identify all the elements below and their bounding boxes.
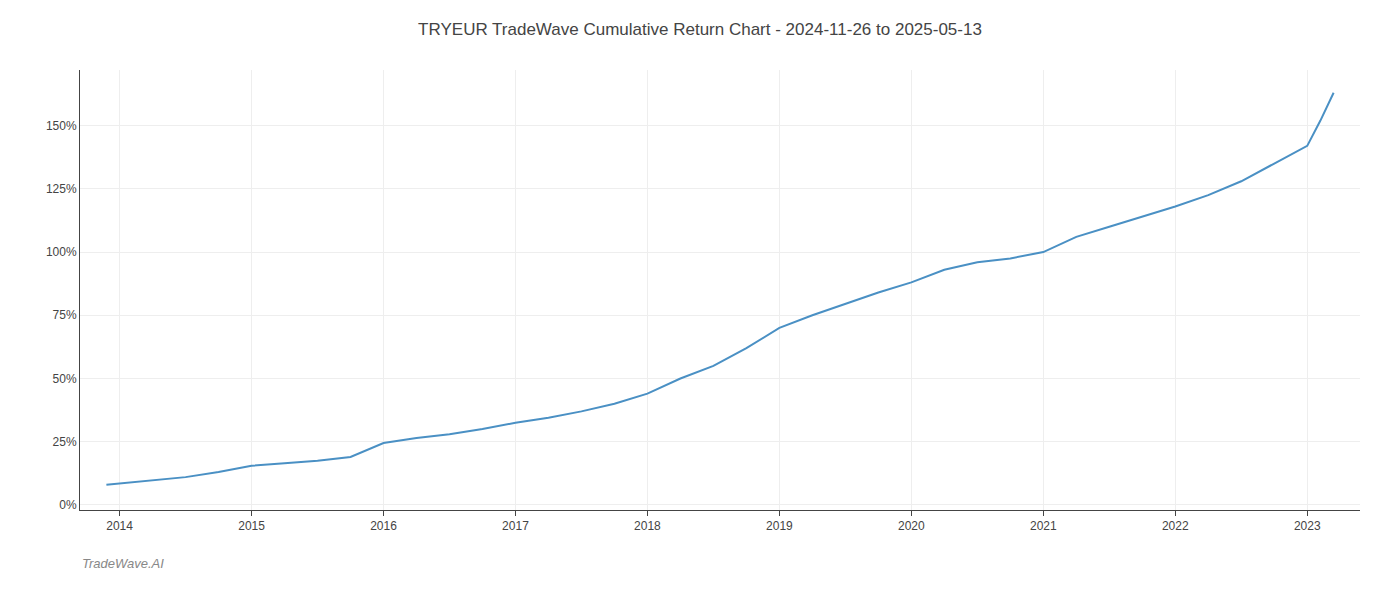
svg-text:TradeWave.AI: TradeWave.AI [82,556,164,571]
svg-text:2023: 2023 [1294,519,1321,533]
svg-text:0%: 0% [59,498,77,512]
svg-text:2016: 2016 [370,519,397,533]
svg-text:TRYEUR TradeWave Cumulative Re: TRYEUR TradeWave Cumulative Return Chart… [418,20,982,39]
svg-text:2020: 2020 [898,519,925,533]
svg-text:100%: 100% [46,245,77,259]
svg-text:50%: 50% [53,372,77,386]
svg-text:2017: 2017 [502,519,529,533]
svg-text:2014: 2014 [106,519,133,533]
svg-text:2015: 2015 [238,519,265,533]
svg-text:75%: 75% [53,308,77,322]
svg-text:150%: 150% [46,119,77,133]
svg-text:2021: 2021 [1030,519,1057,533]
svg-text:2019: 2019 [766,519,793,533]
svg-text:2022: 2022 [1162,519,1189,533]
svg-text:2018: 2018 [634,519,661,533]
svg-text:125%: 125% [46,182,77,196]
svg-text:25%: 25% [53,435,77,449]
